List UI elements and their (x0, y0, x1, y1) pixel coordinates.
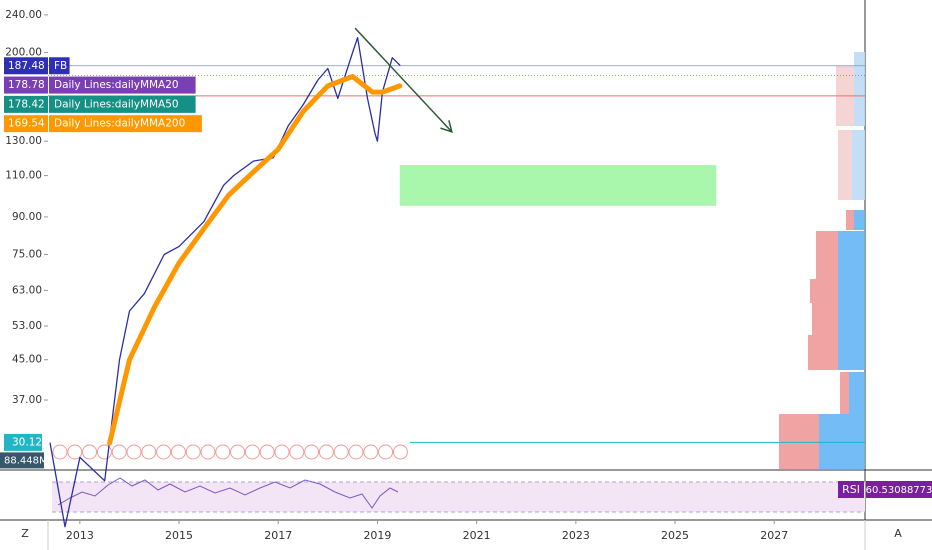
earnings-marker (289, 444, 305, 460)
y-tick-label: 45.00 (12, 354, 42, 366)
rsi-name: RSI (842, 483, 860, 496)
corner-left: Z (21, 527, 29, 540)
price-tag-label: 169.54 (8, 118, 45, 130)
earnings-marker (230, 444, 246, 460)
earnings-marker (126, 444, 142, 460)
x-tick-label: 2015 (165, 529, 193, 542)
price-tag (4, 57, 48, 75)
earnings-marker (170, 444, 186, 460)
zone (399, 165, 717, 206)
rsi-value: 60.53088773 (866, 485, 932, 496)
series-tag-label: Daily Lines:dailyMMA200 (54, 118, 185, 130)
trendline (354, 27, 453, 133)
series-tag-label: FB (54, 60, 67, 72)
series-tag (49, 76, 196, 94)
rsi-band (52, 482, 865, 512)
price-line (49, 36, 401, 528)
earnings-marker (274, 444, 290, 460)
earnings-marker (333, 444, 349, 460)
y-tick-label: 53.00 (12, 320, 42, 332)
earnings-marker (200, 444, 216, 460)
earnings-marker (82, 444, 98, 460)
y-tick-label: 75.00 (12, 248, 42, 260)
earnings-marker (185, 444, 201, 460)
price-tag (4, 115, 48, 133)
price-tag (4, 76, 48, 94)
x-tick-label: 2027 (760, 529, 788, 542)
earnings-marker (259, 444, 275, 460)
earnings-marker (348, 444, 364, 460)
x-tick-label: 2021 (463, 529, 491, 542)
y-tick-label: 200.00 (5, 46, 42, 58)
earnings-marker (318, 444, 334, 460)
earnings-marker (392, 444, 408, 460)
earnings-marker (378, 444, 394, 460)
rsi-value-tag (866, 481, 932, 498)
volume-profile (779, 52, 865, 469)
price-tag (4, 95, 48, 113)
price-tag-label: 178.78 (8, 79, 45, 91)
x-tick-label: 2023 (562, 529, 590, 542)
earnings-marker (52, 444, 68, 460)
series-tag (49, 57, 70, 75)
trendline-arrow (440, 120, 453, 134)
earnings-marker (215, 444, 231, 460)
rsi-tag (838, 481, 864, 498)
volume-label: 88.448M (4, 455, 48, 466)
y-tick-label: 37.00 (12, 394, 42, 406)
x-tick-label: 2019 (363, 529, 391, 542)
y-tick-label: 110.00 (5, 170, 42, 182)
x-tick-label: 2013 (66, 529, 94, 542)
series-tag-label: Daily Lines:dailyMMA50 (54, 98, 179, 110)
earnings-marker (304, 444, 320, 460)
y-tick-label: 90.00 (12, 211, 42, 223)
series-tag-label: Daily Lines:dailyMMA20 (54, 79, 179, 91)
earnings-marker (141, 444, 157, 460)
volume-tag (4, 433, 42, 451)
y-tick-label: 240.00 (5, 9, 42, 21)
x-tick-label: 2025 (661, 529, 689, 542)
x-tick-label: 2017 (264, 529, 292, 542)
price-tag-label: 178.42 (8, 98, 45, 110)
volume-label-bg (0, 452, 44, 469)
series-tag (49, 95, 196, 113)
earnings-marker (111, 444, 127, 460)
corner-right: A (894, 527, 902, 540)
y-tick-label: 63.00 (12, 284, 42, 296)
earnings-marker (244, 444, 260, 460)
y-tick-label: 130.00 (5, 135, 42, 147)
earnings-marker (156, 444, 172, 460)
series-tag (49, 115, 202, 133)
rsi-line (57, 477, 399, 509)
earnings-marker (363, 444, 379, 460)
volume-tag-label: 30.12 (12, 436, 42, 448)
price-tag-label: 187.48 (8, 60, 45, 72)
earnings-marker (67, 444, 83, 460)
earnings-markers (52, 444, 408, 460)
ma-line (107, 74, 403, 446)
